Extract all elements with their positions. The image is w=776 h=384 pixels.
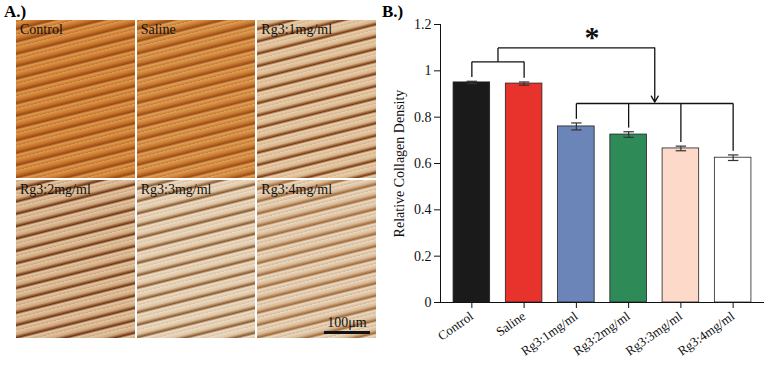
svg-text:1.2: 1.2 bbox=[414, 17, 432, 32]
svg-text:Saline: Saline bbox=[493, 308, 528, 339]
html-text:Rg3:1mg/ml: Rg3:1mg/ml bbox=[261, 22, 333, 37]
html-text:100μm: 100μm bbox=[327, 315, 367, 330]
svg-text:Control: Control bbox=[435, 308, 476, 343]
svg-text:Rg3:1mg/ml: Rg3:1mg/ml bbox=[518, 308, 581, 358]
html-text:Saline: Saline bbox=[140, 22, 176, 37]
html-text:A.): A.) bbox=[4, 2, 27, 21]
svg-text:0.2: 0.2 bbox=[414, 249, 432, 264]
svg-text:0.4: 0.4 bbox=[414, 202, 432, 217]
svg-text:0.8: 0.8 bbox=[414, 110, 432, 125]
svg-text:*: * bbox=[585, 20, 600, 53]
svg-text:Rg3:2mg/ml: Rg3:2mg/ml bbox=[570, 308, 633, 358]
svg-text:Rg3:4mg/ml: Rg3:4mg/ml bbox=[675, 308, 738, 358]
html-text:Control: Control bbox=[20, 22, 63, 37]
html-text:Rg3:3mg/ml: Rg3:3mg/ml bbox=[140, 182, 212, 197]
html-text:Rg3:2mg/ml: Rg3:2mg/ml bbox=[20, 182, 91, 197]
html-text:B.): B.) bbox=[382, 2, 404, 21]
svg-text:0: 0 bbox=[425, 295, 432, 310]
svg-text:Rg3:3mg/ml: Rg3:3mg/ml bbox=[623, 308, 686, 358]
html-text:Rg3:4mg/ml: Rg3:4mg/ml bbox=[261, 182, 333, 197]
svg-text:0.6: 0.6 bbox=[414, 156, 432, 171]
svg-text:1: 1 bbox=[425, 63, 432, 78]
svg-text:Relative Collagen Density: Relative Collagen Density bbox=[392, 90, 407, 238]
